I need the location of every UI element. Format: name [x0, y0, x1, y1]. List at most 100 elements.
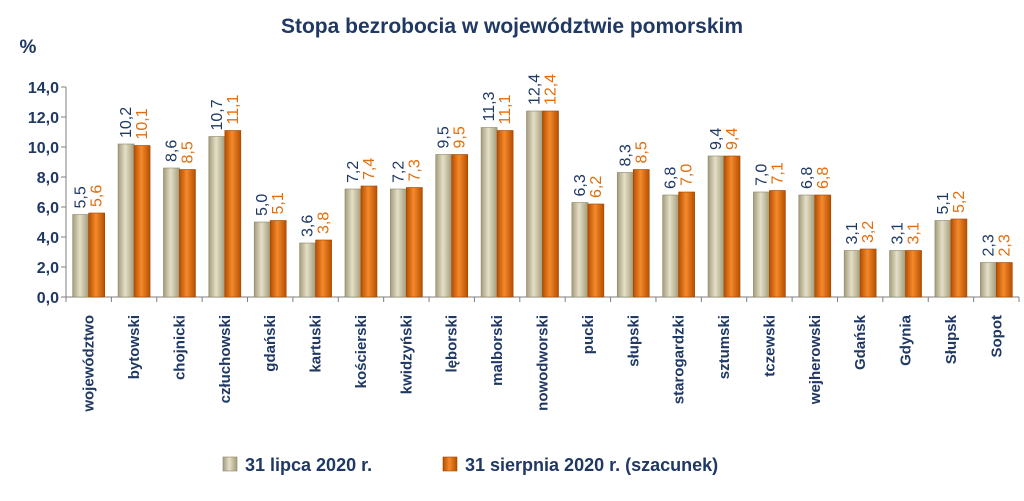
bar-july	[435, 154, 453, 298]
data-label-july: 9,4	[708, 128, 725, 150]
bar-july	[980, 262, 997, 298]
x-tick-label: lęborski	[444, 315, 461, 373]
bar-august	[859, 248, 877, 298]
legend-swatch-july	[222, 456, 238, 472]
data-label-july: 5,0	[254, 194, 271, 216]
bar-july	[208, 136, 226, 298]
bar-august	[88, 212, 105, 298]
x-tick-label: Gdynia	[898, 314, 915, 366]
y-axis-unit: %	[20, 37, 37, 58]
data-label-august: 9,5	[452, 126, 469, 148]
bar-august	[905, 250, 922, 298]
bar-july	[934, 220, 952, 298]
x-tick-label: Gdańsk	[852, 314, 869, 370]
data-label-august: 11,1	[497, 94, 514, 124]
data-label-august: 8,5	[633, 141, 650, 163]
data-label-august: 6,2	[588, 176, 605, 198]
data-label-august: 12,4	[543, 74, 560, 105]
bar-august	[587, 203, 605, 298]
x-tick-label: człuchowski	[217, 315, 234, 403]
data-label-july: 3,6	[300, 215, 317, 237]
legend-label-august: 31 sierpnia 2020 r. (szacunek)	[465, 455, 718, 475]
bar-august	[814, 194, 832, 298]
bar-july	[299, 242, 316, 298]
data-label-july: 8,3	[617, 144, 634, 166]
y-tick-label: 12,0	[28, 110, 59, 127]
data-label-august: 2,3	[996, 234, 1013, 256]
data-label-august: 9,4	[724, 128, 741, 150]
x-tick-label: gdański	[262, 315, 279, 372]
data-label-august: 3,1	[906, 222, 923, 244]
bar-august	[542, 110, 559, 298]
legend-label-july: 31 lipca 2020 r.	[245, 455, 372, 475]
y-tick-label: 0,0	[37, 290, 59, 307]
x-tick-label: chojnicki	[171, 315, 188, 380]
bar-august	[950, 218, 968, 298]
bar-july	[344, 188, 362, 298]
data-label-july: 10,2	[118, 107, 135, 138]
bar-july	[480, 127, 498, 298]
y-tick-label: 4,0	[37, 230, 59, 247]
bar-july	[390, 188, 407, 298]
data-label-august: 7,0	[679, 164, 696, 186]
data-label-july: 3,1	[890, 222, 907, 244]
plot-area: 0,0 2,0 4,0 6,0 8,0 10,0 12,0 14,0 5,5 5,6 wojewód…	[28, 74, 1020, 413]
bar-july	[117, 143, 135, 298]
data-label-july: 6,3	[572, 174, 589, 196]
x-tick-label: kościerski	[353, 315, 370, 388]
x-tick-label: kartuski	[308, 315, 325, 373]
y-tick-label: 14,0	[28, 80, 59, 97]
chart-title: Stopa bezrobocia w województwie pomorski…	[281, 15, 743, 38]
bar-july	[571, 202, 589, 298]
bar-august	[723, 155, 741, 298]
bar-august	[406, 187, 423, 298]
bar-august	[315, 239, 332, 298]
data-label-august: 7,3	[406, 159, 423, 181]
data-label-august: 3,2	[860, 221, 877, 243]
x-tick-label: wejherowski	[807, 315, 824, 405]
x-tick-label: tczewski	[761, 315, 778, 377]
bar-july	[72, 214, 89, 298]
x-tick-label: Słupsk	[943, 314, 960, 364]
bar-july	[753, 191, 770, 298]
bar-august	[451, 154, 469, 298]
bar-july	[843, 250, 861, 298]
x-tick-label: kwidzyński	[398, 315, 415, 394]
data-label-july: 7,2	[390, 161, 407, 183]
bar-july	[253, 221, 271, 298]
bar-july	[798, 194, 816, 298]
y-tick-label: 8,0	[37, 170, 59, 187]
data-label-august: 7,1	[769, 162, 786, 184]
data-label-july: 7,2	[345, 161, 362, 183]
data-label-august: 5,2	[951, 191, 968, 213]
data-label-july: 5,5	[73, 186, 90, 208]
data-label-july: 5,1	[935, 192, 952, 214]
data-label-august: 8,5	[179, 141, 196, 163]
data-label-july: 6,8	[663, 167, 680, 189]
x-tick-label: województwo	[81, 315, 98, 413]
bar-august	[496, 130, 514, 298]
x-tick-label: nowodworski	[535, 315, 552, 411]
y-tick-label: 6,0	[37, 200, 59, 217]
x-tick-label: pucki	[580, 315, 597, 354]
data-label-august: 5,1	[270, 192, 287, 214]
data-label-july: 6,8	[799, 167, 816, 189]
bar-july	[616, 172, 634, 298]
data-label-august: 6,8	[815, 167, 832, 189]
x-tick-label: bytowski	[126, 315, 143, 379]
data-label-august: 3,8	[316, 212, 333, 234]
bar-august	[179, 169, 196, 298]
data-label-july: 10,7	[209, 99, 226, 130]
bar-august	[133, 145, 151, 298]
x-tick-label: malborski	[489, 315, 506, 386]
data-label-july: 3,1	[844, 222, 861, 244]
bar-august	[269, 220, 287, 298]
bar-july	[526, 110, 543, 298]
data-label-july: 9,5	[436, 126, 453, 148]
x-tick-label: Sopot	[988, 315, 1005, 358]
bar-july	[889, 250, 906, 298]
bar-august	[678, 191, 695, 298]
legend-swatch-august	[442, 456, 458, 472]
bar-august	[632, 169, 650, 298]
